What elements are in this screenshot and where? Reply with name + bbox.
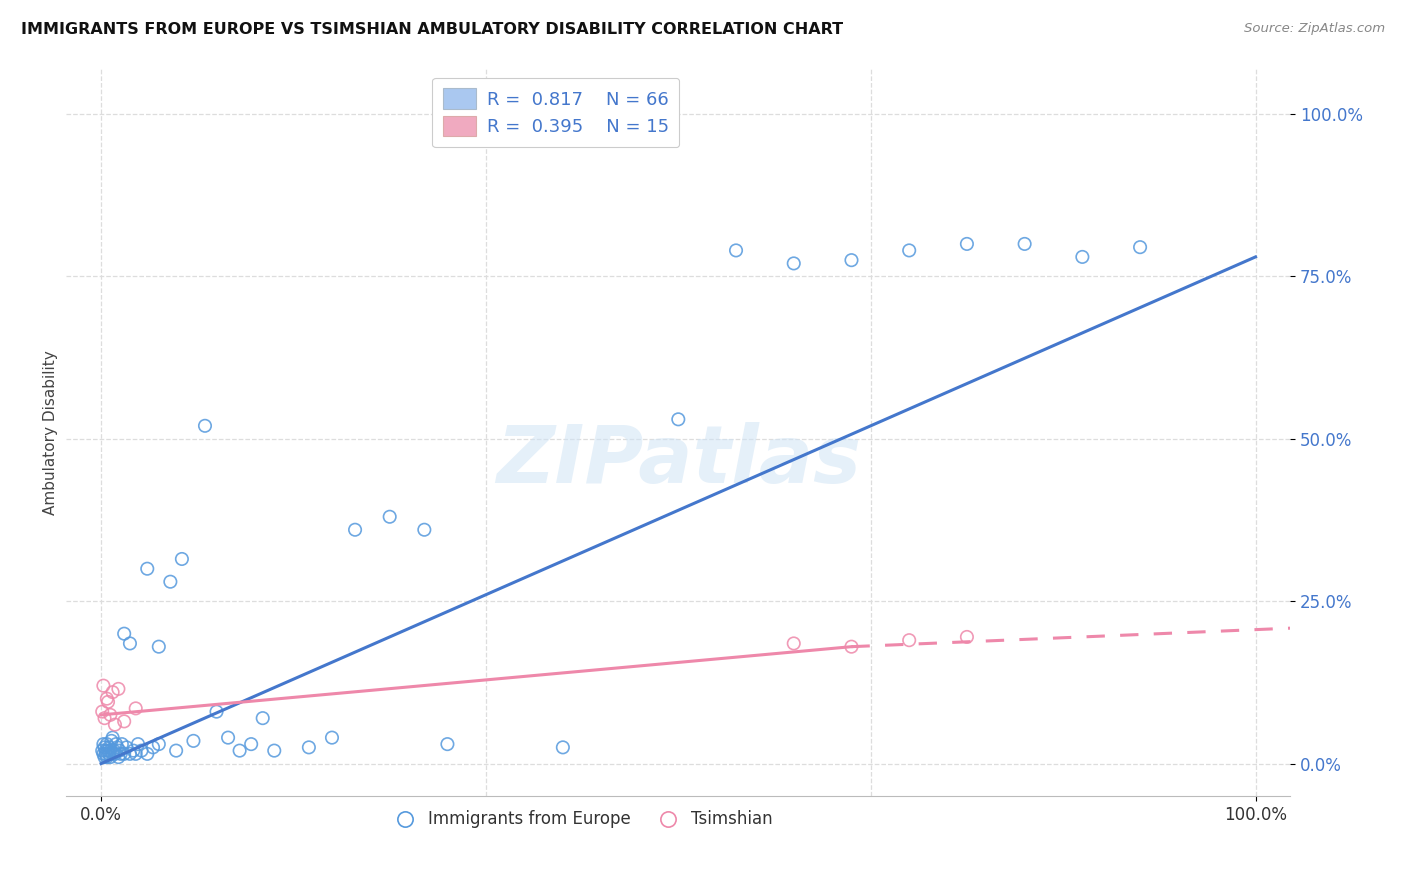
Point xyxy=(841,640,863,654)
Point xyxy=(100,734,122,748)
Point xyxy=(91,743,114,757)
Point xyxy=(783,636,806,650)
Legend: Immigrants from Europe, Tsimshian: Immigrants from Europe, Tsimshian xyxy=(381,804,779,835)
Point xyxy=(108,743,131,757)
Point xyxy=(111,737,134,751)
Point xyxy=(165,743,187,757)
Point xyxy=(94,747,117,761)
Point xyxy=(93,750,115,764)
Point xyxy=(96,737,118,751)
Point xyxy=(98,743,121,757)
Point xyxy=(783,256,806,270)
Point xyxy=(148,737,170,751)
Point xyxy=(1071,250,1094,264)
Point xyxy=(101,685,124,699)
Text: ZIPatlas: ZIPatlas xyxy=(496,423,860,500)
Point xyxy=(183,734,205,748)
Point xyxy=(413,523,436,537)
Point xyxy=(205,705,228,719)
Text: Source: ZipAtlas.com: Source: ZipAtlas.com xyxy=(1244,22,1385,36)
Point xyxy=(97,743,120,757)
Point xyxy=(898,633,921,648)
Point xyxy=(1129,240,1152,254)
Point xyxy=(112,626,135,640)
Point xyxy=(96,691,118,706)
Point xyxy=(112,714,135,729)
Point xyxy=(104,747,127,761)
Point xyxy=(170,552,193,566)
Point xyxy=(240,737,263,751)
Point xyxy=(217,731,239,745)
Text: IMMIGRANTS FROM EUROPE VS TSIMSHIAN AMBULATORY DISABILITY CORRELATION CHART: IMMIGRANTS FROM EUROPE VS TSIMSHIAN AMBU… xyxy=(21,22,844,37)
Point xyxy=(97,695,120,709)
Point xyxy=(101,747,124,761)
Point xyxy=(125,747,148,761)
Point xyxy=(724,244,747,258)
Point xyxy=(436,737,458,751)
Point xyxy=(93,679,115,693)
Point xyxy=(107,681,129,696)
Point xyxy=(1014,236,1036,251)
Point xyxy=(103,743,125,757)
Point xyxy=(136,562,159,576)
Point xyxy=(127,737,149,751)
Point xyxy=(252,711,274,725)
Point xyxy=(344,523,367,537)
Point xyxy=(956,630,979,644)
Point xyxy=(93,711,115,725)
Point xyxy=(115,740,138,755)
Point xyxy=(298,740,321,755)
Point xyxy=(98,707,121,722)
Point xyxy=(98,747,121,761)
Point xyxy=(122,743,145,757)
Point xyxy=(96,750,118,764)
Point xyxy=(93,740,115,755)
Point xyxy=(98,750,121,764)
Point xyxy=(101,731,124,745)
Point xyxy=(148,640,170,654)
Point xyxy=(136,747,159,761)
Point xyxy=(93,737,115,751)
Point xyxy=(551,740,574,755)
Point xyxy=(91,705,114,719)
Point xyxy=(110,747,132,761)
Point xyxy=(841,253,863,268)
Point xyxy=(956,236,979,251)
Point xyxy=(104,717,127,731)
Point xyxy=(378,509,401,524)
Point xyxy=(898,244,921,258)
Point xyxy=(112,747,135,761)
Point xyxy=(125,701,148,715)
Point xyxy=(118,636,141,650)
Point xyxy=(159,574,181,589)
Point xyxy=(263,743,285,757)
Point xyxy=(98,740,121,755)
Point xyxy=(105,737,128,751)
Point xyxy=(228,743,250,757)
Point xyxy=(194,418,217,433)
Point xyxy=(142,740,165,755)
Point xyxy=(321,731,343,745)
Point xyxy=(107,750,129,764)
Point xyxy=(131,743,153,757)
Point xyxy=(118,747,141,761)
Point xyxy=(666,412,689,426)
Point xyxy=(94,743,117,757)
Point xyxy=(93,747,115,761)
Y-axis label: Ambulatory Disability: Ambulatory Disability xyxy=(44,350,58,515)
Point xyxy=(105,740,128,755)
